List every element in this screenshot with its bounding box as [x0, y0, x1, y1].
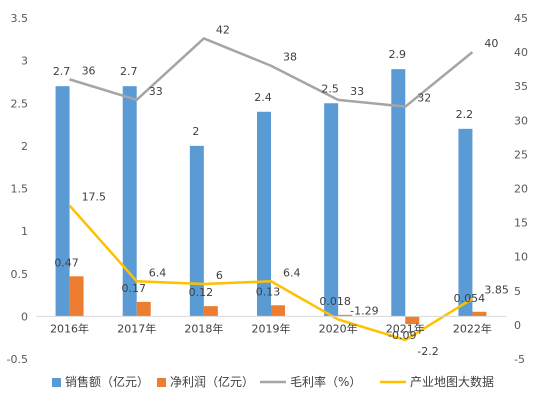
- legend: 销售额（亿元） 净利润（亿元） 毛利率（%） 产业地图大数据: [52, 374, 494, 389]
- right-tick-label: 45: [514, 12, 528, 25]
- sales-data-label: 2.4: [254, 91, 272, 104]
- left-tick-label: 0.5: [11, 268, 29, 281]
- bar-net-profit: [271, 305, 285, 317]
- right-tick-label: 15: [514, 217, 528, 230]
- net-margin-data-label: 6: [216, 269, 223, 282]
- right-tick-label: 30: [514, 114, 528, 127]
- bar-sales: [257, 111, 271, 317]
- net-profit-data-label: 0.47: [54, 256, 79, 269]
- legend-label: 净利润（亿元）: [170, 374, 254, 389]
- net-profit-data-label: 0.018: [319, 295, 351, 308]
- left-tick-label: 3: [21, 55, 28, 68]
- net-margin-data-label: 17.5: [82, 191, 107, 204]
- sales-data-label: 2.7: [53, 65, 71, 78]
- category-axis: 2016年 2017年 2018年 2019年 2020年 2021年 2022年: [36, 315, 506, 335]
- bar-net-profit: [405, 316, 420, 325]
- bar-sales: [391, 69, 406, 317]
- gross-margin-data-label: 40: [484, 37, 498, 50]
- line-gross-margin: [69, 37, 474, 108]
- sales-data-label: 2.9: [389, 48, 407, 61]
- data-labels: 2.7 2.7 2 2.4 2.5 2.9 2.2 0.47 0.17 0.12 0.13 0.018…: [53, 23, 509, 357]
- bar-sales: [324, 103, 339, 317]
- category-label: 2022年: [453, 321, 492, 335]
- right-tick-label: 5: [514, 285, 521, 298]
- right-tick-label: 40: [514, 46, 528, 59]
- bar-sales: [122, 86, 137, 317]
- legend-label: 销售额（亿元）: [65, 374, 149, 389]
- left-tick-label: 0: [21, 310, 28, 323]
- left-tick-label: 3.5: [11, 12, 29, 25]
- sales-data-label: 2.7: [120, 65, 138, 78]
- sales-data-label: 2.5: [321, 82, 339, 95]
- bar-net-profit: [136, 301, 151, 317]
- bar-series: [55, 69, 487, 325]
- category-label: 2017年: [117, 321, 156, 335]
- left-axis: -0.5 0 0.5 1 1.5 2 2.5 3 3.5: [7, 12, 28, 366]
- bar-net-profit: [472, 311, 487, 317]
- net-profit-data-label: 0.17: [121, 282, 146, 295]
- legend-label: 毛利率（%）: [290, 374, 361, 389]
- bar-net-profit: [203, 306, 218, 317]
- gross-margin-data-label: 38: [283, 51, 297, 64]
- right-tick-label: 0: [514, 319, 521, 332]
- legend-swatch: [52, 378, 61, 387]
- sales-data-label: 2: [192, 125, 199, 138]
- net-profit-data-label: 0.054: [454, 292, 486, 305]
- category-label: 2019年: [252, 321, 291, 335]
- net-profit-data-label: -0.09: [388, 329, 416, 342]
- category-label: 2016年: [50, 321, 89, 335]
- category-label: 2021年: [386, 321, 425, 335]
- legend-swatch: [157, 378, 166, 387]
- right-tick-label: 20: [514, 183, 528, 196]
- bar-sales: [458, 128, 473, 317]
- left-tick-label: 2: [21, 140, 28, 153]
- bar-sales: [189, 145, 204, 317]
- net-profit-data-label: 0.12: [189, 286, 214, 299]
- right-tick-label: 10: [514, 251, 528, 264]
- left-tick-label: 1.5: [11, 183, 29, 196]
- category-label: 2020年: [319, 321, 358, 335]
- bar-sales: [55, 86, 70, 317]
- net-margin-data-label: 3.85: [484, 284, 509, 297]
- net-margin-data-label: 6.4: [283, 266, 301, 279]
- net-margin-data-label: 6.4: [149, 266, 167, 279]
- left-tick-label: 1: [21, 225, 28, 238]
- line-net-margin: [68, 204, 474, 342]
- net-margin-data-label: -2.2: [417, 345, 438, 358]
- gross-margin-data-label: 33: [149, 85, 163, 98]
- bar-net-profit: [338, 314, 353, 317]
- right-tick-label: 25: [514, 148, 528, 161]
- sales-data-label: 2.2: [456, 108, 474, 121]
- right-tick-label: 35: [514, 80, 528, 93]
- right-tick-label: -5: [514, 353, 525, 366]
- watermark: 产业地图大数据: [410, 374, 494, 389]
- left-tick-label: -0.5: [7, 353, 28, 366]
- bar-net-profit: [69, 276, 84, 317]
- line-series: [68, 37, 474, 342]
- net-margin-data-label: -1.29: [350, 304, 378, 317]
- gross-margin-data-label: 32: [417, 92, 431, 105]
- gross-margin-data-label: 42: [216, 23, 230, 36]
- left-tick-label: 2.5: [11, 97, 29, 110]
- gross-margin-data-label: 36: [82, 64, 96, 77]
- gross-margin-data-label: 33: [350, 85, 364, 98]
- net-profit-data-label: 0.13: [256, 285, 281, 298]
- right-axis: -5 0 5 10 15 20 25 30 35 40 45: [514, 12, 528, 366]
- category-label: 2018年: [184, 321, 223, 335]
